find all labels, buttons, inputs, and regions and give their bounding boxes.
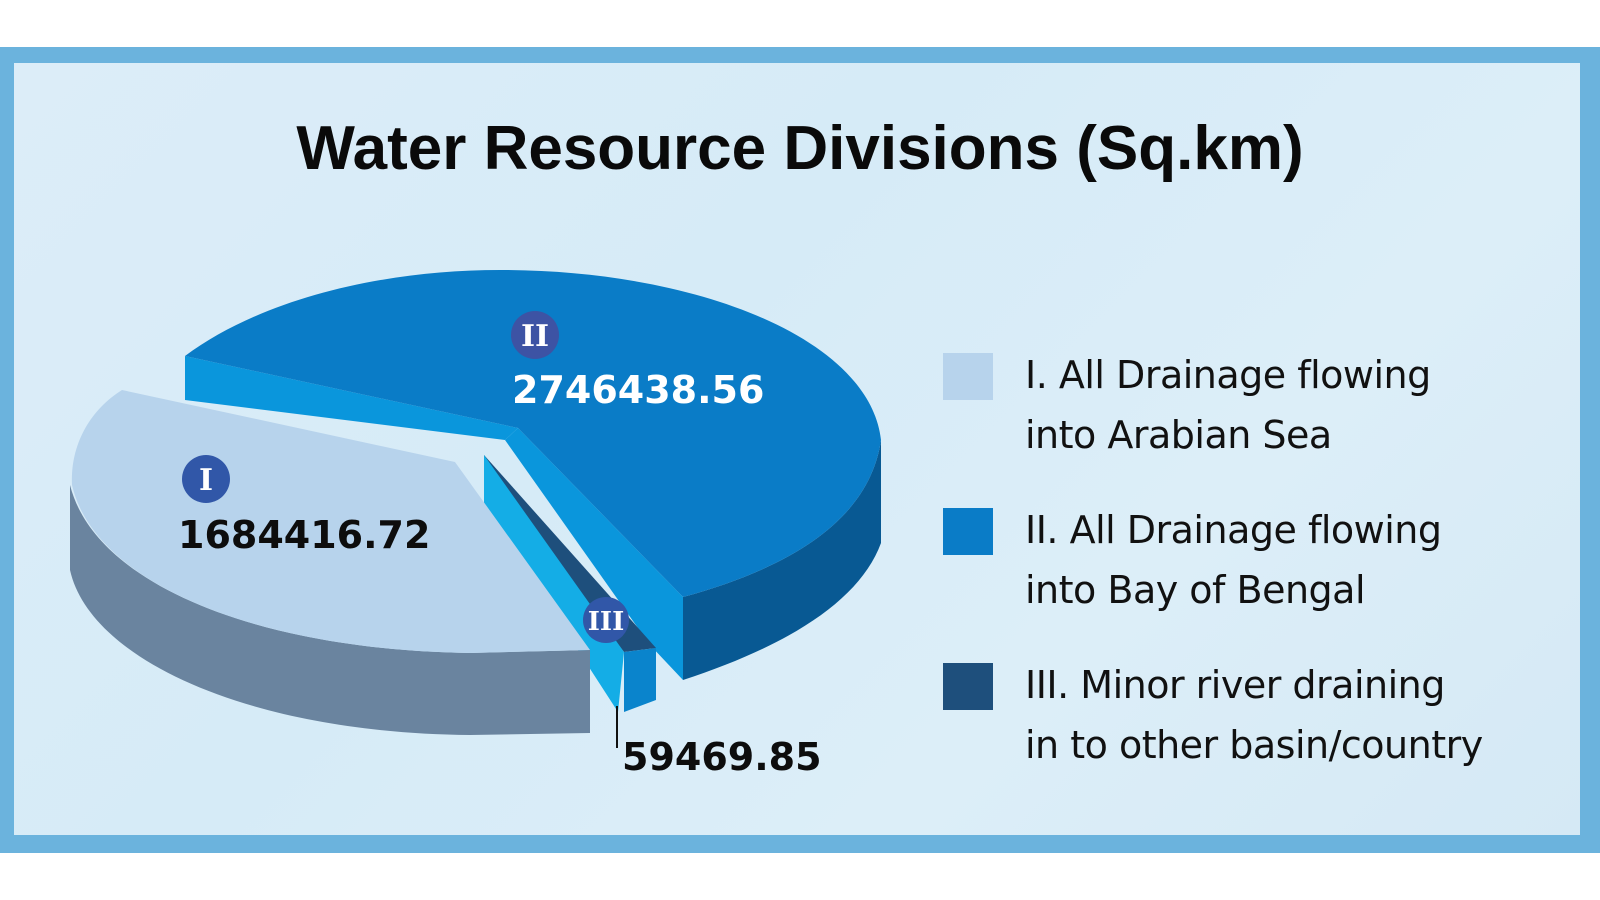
badge-i: I [182,455,230,503]
slice-ii-outer-side [683,440,881,680]
legend-label-i: I. All Drainage flowing into Arabian Sea [1025,353,1431,457]
slice-ii-left-side [185,356,518,440]
slice-ii-front-side [505,428,683,680]
svg-text:II: II [521,319,549,354]
value-label-i: 1684416.72 [178,513,430,557]
slice-iii-left-side [484,455,624,712]
slice-ii-top[interactable] [185,270,881,597]
chart-title: Water Resource Divisions (Sq.km) [296,114,1304,183]
legend-swatch-iii [943,663,993,710]
value-label-ii: 2746438.56 [512,368,764,412]
badge-ii: II [511,311,559,359]
slice-iii-front-side [624,648,656,712]
legend-swatch-ii [943,508,993,555]
legend-swatch-i [943,353,993,400]
badge-iii: III [583,597,629,643]
slice-i-outer-side [70,485,590,735]
legend-label-iii: III. Minor river draining in to other ba… [1025,663,1483,767]
value-label-iii: 59469.85 [622,735,822,779]
svg-text:I: I [199,463,213,498]
svg-text:III: III [588,607,625,637]
legend-label-ii: II. All Drainage flowing into Bay of Ben… [1025,508,1442,612]
